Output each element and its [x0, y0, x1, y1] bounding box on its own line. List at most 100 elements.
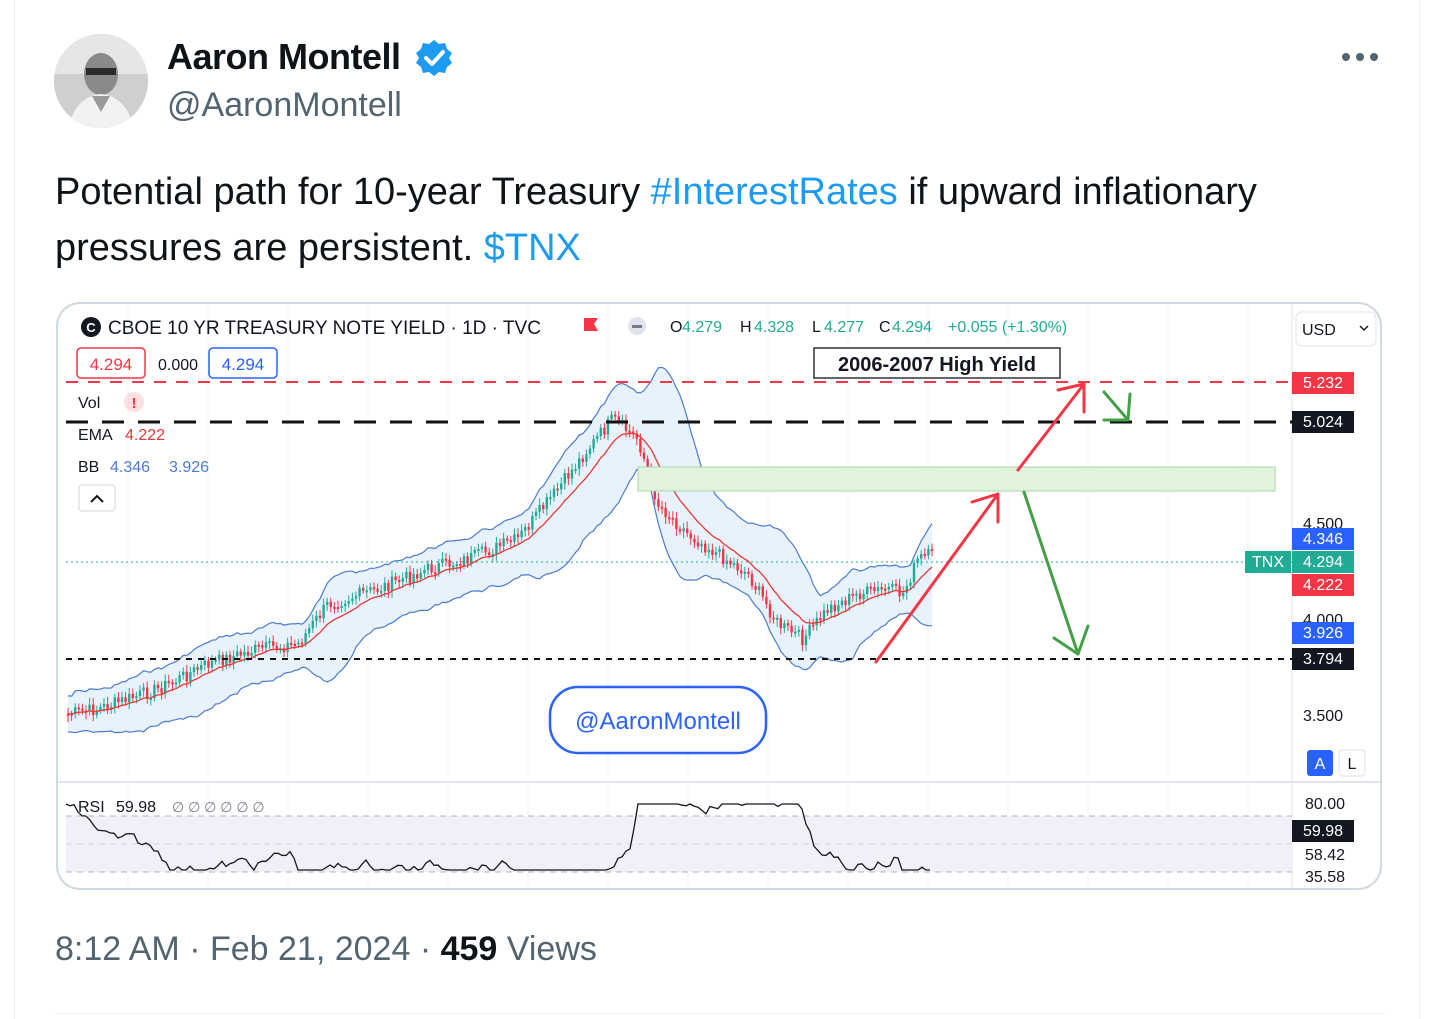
candle-body [758, 586, 761, 590]
flag-icon[interactable] [584, 318, 598, 331]
candle-body [520, 530, 523, 537]
candle-body [95, 710, 98, 716]
tweet-date[interactable]: Feb 21, 2024 [209, 930, 411, 968]
candle-body [783, 623, 786, 629]
candle-body [930, 548, 934, 551]
collapse-indicators-button[interactable] [78, 484, 116, 512]
candle-body [801, 629, 804, 646]
candle-body [902, 592, 905, 597]
candle-body [455, 564, 458, 567]
tweet-time[interactable]: 8:12 AM [55, 930, 180, 968]
candle-body [214, 659, 217, 662]
candle-body [473, 549, 476, 554]
ema-label[interactable]: EMA [78, 427, 113, 444]
candle-body [768, 604, 772, 618]
candle-body [866, 586, 869, 595]
log-scale-button[interactable] [1338, 749, 1366, 777]
candle-body [693, 538, 696, 543]
chart-canvas: 2006-2007 High Yield @AaronMontell C CBO… [58, 304, 1380, 888]
candle-body [189, 672, 192, 682]
candle-body [675, 518, 678, 529]
svg-text:4.294: 4.294 [1303, 554, 1343, 571]
svg-text:L: L [1348, 756, 1357, 773]
price-label-4294 [1292, 551, 1354, 573]
svg-text:4.346: 4.346 [1303, 531, 1343, 548]
price-tick-3500: 3.500 [1303, 708, 1343, 725]
candle-body [822, 610, 826, 621]
currency-selector[interactable] [1295, 311, 1377, 347]
candle-body [470, 553, 473, 564]
candle-body [484, 546, 487, 553]
author-name[interactable]: Aaron Montell [167, 36, 401, 77]
candle-body [236, 651, 239, 656]
candle-body [664, 507, 667, 518]
candle-body [336, 607, 340, 610]
svg-text:4.279: 4.279 [682, 319, 722, 336]
candle-body [887, 586, 890, 590]
candle-body [441, 558, 444, 564]
svg-text:L: L [812, 319, 821, 336]
candle-body [297, 642, 300, 645]
rsi-band-fill [66, 816, 1292, 872]
candle-body [736, 563, 739, 571]
candle-body [333, 606, 336, 609]
candle-body [131, 693, 134, 699]
cashtag-link[interactable]: $TNX [483, 227, 581, 269]
rsi-value: 59.98 [116, 799, 156, 816]
candle-body [66, 713, 70, 716]
candle-body [239, 651, 242, 656]
candle-body [765, 596, 768, 605]
candle-body [358, 587, 361, 597]
vol-label[interactable]: Vol [78, 395, 100, 412]
chart-title[interactable]: CBOE 10 YR TREASURY NOTE YIELD · 1D · TV… [108, 318, 541, 339]
candle-body [444, 558, 448, 561]
avatar[interactable] [54, 34, 148, 128]
candle-body [635, 433, 638, 439]
candle-body [286, 642, 289, 653]
candle-body [221, 654, 224, 666]
candle-body [426, 563, 430, 571]
candle-body [639, 438, 642, 453]
candle-body [509, 540, 512, 543]
candle-body [459, 564, 462, 567]
candle-body [696, 542, 700, 547]
rsi-axis-80: 80.00 [1305, 796, 1345, 813]
author-handle[interactable]: @AaronMontell [167, 86, 402, 124]
candle-body [786, 623, 790, 626]
bb-label[interactable]: BB [78, 459, 99, 476]
candle-body [128, 693, 131, 703]
candle-body [761, 586, 764, 597]
candle-body [876, 587, 880, 592]
tweet-text-part-1: Potential path for 10-year Treasury [55, 171, 651, 213]
auto-scale-button[interactable] [1307, 750, 1333, 776]
candle-body [574, 468, 577, 471]
chart-image[interactable]: 2006-2007 High Yield @AaronMontell C CBO… [56, 302, 1382, 890]
candle-body [747, 571, 750, 574]
candle-body [254, 644, 257, 654]
target-zone-rectangle [637, 466, 1276, 492]
ask-box[interactable] [208, 347, 278, 379]
candle-body [833, 604, 836, 612]
candle-body [628, 430, 631, 433]
rsi-label[interactable]: RSI [78, 799, 105, 816]
rsi-axis-3558: 35.58 [1305, 869, 1345, 886]
candle-body [851, 593, 854, 596]
candle-body [318, 615, 322, 619]
ema-value: 4.222 [125, 427, 165, 444]
candle-body [347, 601, 350, 604]
candle-body [873, 587, 876, 592]
svg-text:C: C [879, 319, 891, 336]
bid-box[interactable] [76, 347, 146, 379]
candle-body [549, 497, 552, 500]
candle-body [77, 707, 80, 710]
more-options-icon[interactable] [1340, 45, 1380, 69]
vol-warning-icon[interactable] [124, 392, 144, 412]
candle-body [326, 601, 329, 605]
candle-body [182, 671, 185, 676]
hashtag-link[interactable]: #InterestRates [650, 171, 898, 213]
candle-body [570, 469, 574, 479]
candle-body [164, 681, 167, 694]
candle-body [545, 497, 548, 510]
candle-body [830, 604, 833, 613]
price-label-4222 [1292, 574, 1354, 596]
